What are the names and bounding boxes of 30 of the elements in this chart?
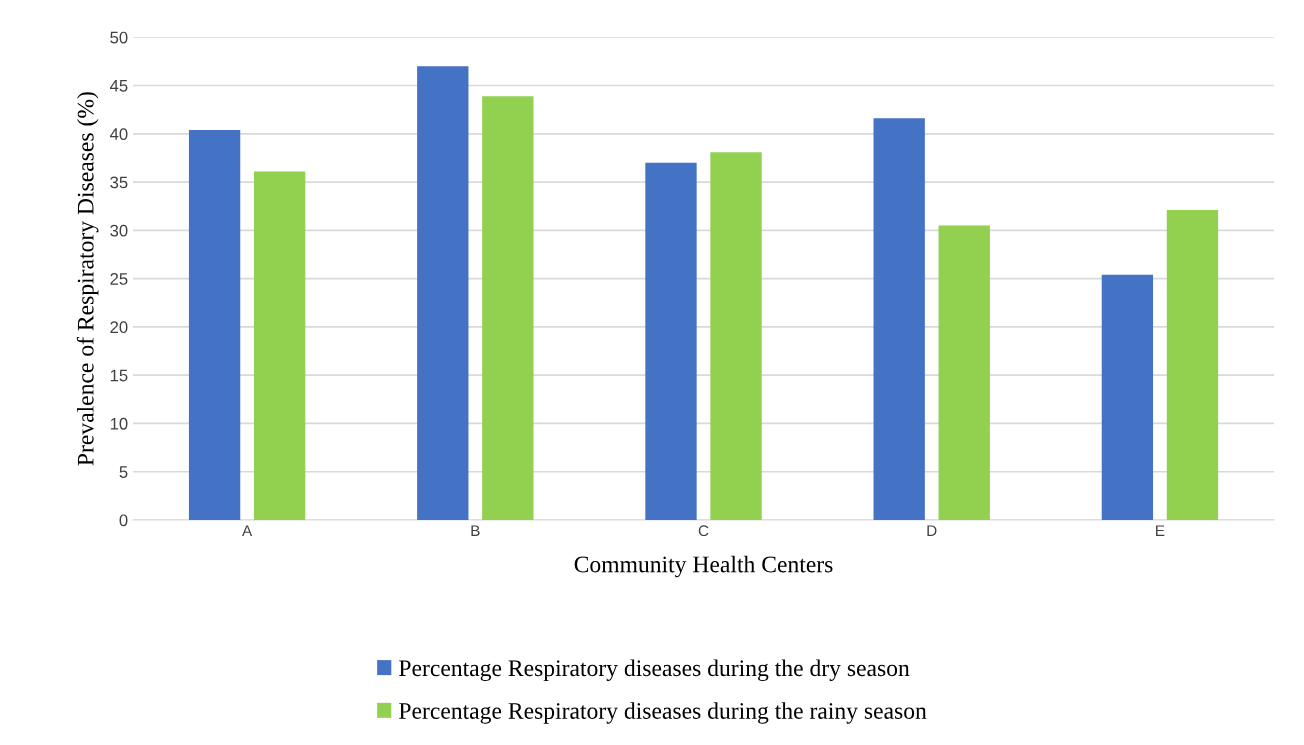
bar: [938, 225, 990, 521]
y-tick-label: 45: [109, 80, 128, 92]
x-tick-label: D: [927, 525, 937, 536]
legend-label: Percentage Respiratory diseases during the dry season: [399, 659, 910, 682]
bar: [1166, 210, 1219, 521]
y-tick-label: 5: [119, 466, 128, 478]
bar: [417, 66, 469, 521]
legend-label: Percentage Respiratory diseases during the rainy season: [399, 702, 927, 724]
x-tick-label: C: [698, 525, 709, 537]
y-tick-label: 15: [110, 369, 128, 382]
y-tick-label: 40: [109, 128, 128, 141]
y-tick-label: 0: [119, 514, 128, 527]
bar: [873, 118, 925, 521]
bar: [645, 162, 697, 521]
y-tick-label: 50: [110, 31, 128, 44]
y-tick-label: 25: [110, 273, 128, 285]
bar: [253, 171, 306, 521]
y-tick-label: 30: [110, 224, 128, 237]
y-axis-title: Prevalence of Respiratory Diseases (%): [76, 92, 99, 466]
x-tick-label: E: [1156, 525, 1165, 536]
bar: [1101, 274, 1154, 521]
y-tick-label: 35: [110, 176, 128, 189]
y-tick-label: 20: [110, 321, 128, 334]
x-tick-label: A: [242, 525, 253, 536]
bar: [482, 96, 534, 521]
bar: [188, 129, 241, 521]
y-tick-label: 10: [110, 417, 128, 430]
x-axis-title: Community Health Centers: [574, 555, 833, 578]
bar: [710, 152, 762, 521]
x-tick-label: B: [471, 525, 480, 536]
